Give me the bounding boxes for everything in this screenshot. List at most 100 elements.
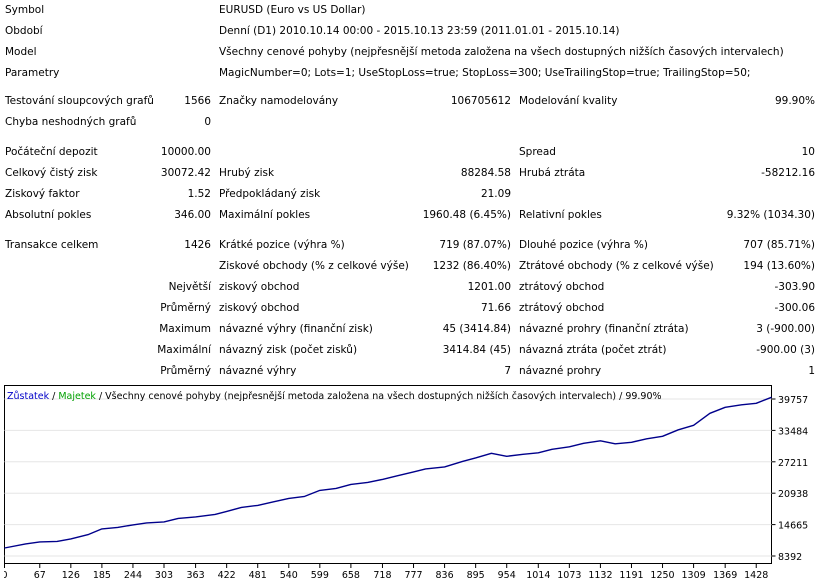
average-profit-value: 71.66 bbox=[480, 302, 511, 314]
period-value: Denní (D1) 2010.10.14 00:00 - 2015.10.13… bbox=[219, 25, 620, 37]
gross-profit-label: Hrubý zisk bbox=[219, 167, 275, 179]
maximal-consecutive-profit-label: návazný zisk (počet zisků) bbox=[219, 344, 358, 356]
x-tick-label: 954 bbox=[498, 570, 516, 581]
total-trades-value: 1426 bbox=[184, 239, 211, 251]
ticks-value: 106705612 bbox=[450, 95, 511, 107]
legend-equity: Majetek bbox=[58, 391, 96, 402]
x-tick-label: 1369 bbox=[713, 570, 737, 581]
largest-loss-label: ztrátový obchod bbox=[519, 281, 605, 293]
expected-payoff-label: Předpokládaný zisk bbox=[219, 188, 321, 200]
period-row: Období Denní (D1) 2010.10.14 00:00 - 201… bbox=[0, 21, 822, 42]
x-tick-label: 1428 bbox=[744, 570, 768, 581]
x-tick-label: 1132 bbox=[588, 570, 612, 581]
x-tick-label: 777 bbox=[404, 570, 422, 581]
x-tick-label: 244 bbox=[124, 570, 142, 581]
profit-trades-label: Ziskové obchody (% z celkové výše) bbox=[219, 260, 409, 272]
x-tick-label: 1250 bbox=[650, 570, 674, 581]
quality-label: Modelování kvality bbox=[519, 95, 618, 107]
x-tick-label: 718 bbox=[373, 570, 391, 581]
short-positions-value: 719 (87.07%) bbox=[439, 239, 511, 251]
x-tick-label: 1309 bbox=[681, 570, 705, 581]
legend-separator: / bbox=[49, 391, 58, 402]
x-tick-label: 185 bbox=[93, 570, 111, 581]
maximal-label: Maximální bbox=[157, 344, 211, 356]
relative-drawdown-value: 9.32% (1034.30) bbox=[726, 209, 815, 221]
mismatch-label: Chyba neshodných grafů bbox=[5, 116, 137, 128]
quality-value: 99.90% bbox=[774, 95, 815, 107]
x-tick-label: 895 bbox=[467, 570, 485, 581]
largest-row: Největší ziskový obchod 1201.00 ztrátový… bbox=[0, 277, 822, 298]
symbol-label: Symbol bbox=[5, 4, 45, 16]
maximal-consecutive-profit-value: 3414.84 (45) bbox=[442, 344, 511, 356]
x-tick-label: 0 bbox=[4, 570, 8, 581]
deposit-value: 10000.00 bbox=[160, 146, 211, 158]
balance-chart: 39757 33484 27211 20938 14665 8392 0 67 126 185 2… bbox=[4, 385, 818, 584]
maximal-consecutive-loss-value: -900.00 (3) bbox=[756, 344, 815, 356]
loss-trades-value: 194 (13.60%) bbox=[743, 260, 815, 272]
model-label: Model bbox=[5, 46, 37, 58]
x-tick-label: 422 bbox=[218, 570, 236, 581]
gross-profit-value: 88284.58 bbox=[460, 167, 511, 179]
x-tick-label: 658 bbox=[342, 570, 360, 581]
average-profit-label: ziskový obchod bbox=[219, 302, 300, 314]
long-positions-label: Dlouhé pozice (výhra %) bbox=[519, 239, 648, 251]
model-row: Model Všechny cenové pohyby (nejpřesnějš… bbox=[0, 42, 822, 63]
max-consecutive-wins-value: 45 (3414.84) bbox=[442, 323, 511, 335]
drawdown-row: Absolutní pokles 346.00 Maximální pokles… bbox=[0, 205, 822, 226]
bars-tested-value: 1566 bbox=[184, 95, 211, 107]
x-tick-label: 1191 bbox=[619, 570, 643, 581]
trades-row: Transakce celkem 1426 Krátké pozice (výh… bbox=[0, 235, 822, 256]
largest-profit-value: 1201.00 bbox=[467, 281, 511, 293]
deposit-label: Počáteční depozit bbox=[5, 146, 98, 158]
y-tick-label: 8392 bbox=[778, 552, 802, 563]
average-consecutive-wins-value: 7 bbox=[504, 365, 511, 377]
net-profit-value: 30072.42 bbox=[160, 167, 211, 179]
x-tick-label: 599 bbox=[311, 570, 329, 581]
balance-series-line bbox=[4, 396, 772, 549]
deposit-row: Počáteční depozit 10000.00 Spread 10 bbox=[0, 142, 822, 163]
maximum-consecutive-row: Maximum návazné výhry (finanční zisk) 45… bbox=[0, 319, 822, 340]
legend-description: / Všechny cenové pohyby (nejpřesnější me… bbox=[96, 391, 662, 402]
balance-chart-svg: 39757 33484 27211 20938 14665 8392 0 67 126 185 2… bbox=[4, 385, 808, 581]
relative-drawdown-label: Relativní pokles bbox=[519, 209, 602, 221]
gross-loss-value: -58212.16 bbox=[761, 167, 815, 179]
maximal-drawdown-label: Maximální pokles bbox=[219, 209, 311, 221]
x-tick-label: 363 bbox=[187, 570, 205, 581]
x-tick-label: 836 bbox=[436, 570, 454, 581]
average-row: Průměrný ziskový obchod 71.66 ztrátový o… bbox=[0, 298, 822, 319]
plot-frame bbox=[4, 385, 772, 564]
gross-loss-label: Hrubá ztráta bbox=[519, 167, 586, 179]
max-consecutive-losses-label: návazné prohry (finanční ztráta) bbox=[519, 323, 689, 335]
bars-tested-row: Testování sloupcových grafů 1566 Značky … bbox=[0, 91, 822, 112]
x-tick-label: 303 bbox=[155, 570, 173, 581]
x-tick-label: 67 bbox=[34, 570, 46, 581]
absolute-drawdown-value: 346.00 bbox=[174, 209, 211, 221]
params-row: Parametry MagicNumber=0; Lots=1; UseStop… bbox=[0, 63, 822, 84]
short-positions-label: Krátké pozice (výhra %) bbox=[219, 239, 345, 251]
maximal-consecutive-row: Maximální návazný zisk (počet zisků) 341… bbox=[0, 340, 822, 361]
legend-balance: Zůstatek bbox=[7, 391, 50, 402]
x-tick-label: 126 bbox=[62, 570, 80, 581]
long-positions-value: 707 (85.71%) bbox=[743, 239, 815, 251]
mismatch-value: 0 bbox=[204, 116, 211, 128]
expected-payoff-value: 21.09 bbox=[480, 188, 511, 200]
profit-factor-label: Ziskový faktor bbox=[5, 188, 80, 200]
profit-factor-row: Ziskový faktor 1.52 Předpokládaný zisk 2… bbox=[0, 184, 822, 205]
average-consecutive-label: Průměrný bbox=[160, 365, 211, 377]
absolute-drawdown-label: Absolutní pokles bbox=[5, 209, 92, 221]
profit-loss-trades-row: Ziskové obchody (% z celkové výše) 1232 … bbox=[0, 256, 822, 277]
x-tick-label: 540 bbox=[280, 570, 298, 581]
net-profit-row: Celkový čistý zisk 30072.42 Hrubý zisk 8… bbox=[0, 163, 822, 184]
y-tick-label: 14665 bbox=[778, 521, 808, 532]
loss-trades-label: Ztrátové obchody (% z celkové výše) bbox=[519, 260, 714, 272]
y-tick-label: 33484 bbox=[778, 426, 808, 437]
chart-legend: Zůstatek / Majetek / Všechny cenové pohy… bbox=[7, 391, 662, 402]
max-consecutive-losses-value: 3 (-900.00) bbox=[756, 323, 815, 335]
x-tick-label: 1073 bbox=[557, 570, 581, 581]
y-tick-label: 27211 bbox=[778, 458, 808, 469]
maximal-consecutive-loss-label: návazná ztráta (počet ztrát) bbox=[519, 344, 667, 356]
max-consecutive-wins-label: návazné výhry (finanční zisk) bbox=[219, 323, 373, 335]
average-label: Průměrný bbox=[160, 302, 211, 314]
average-loss-label: ztrátový obchod bbox=[519, 302, 605, 314]
total-trades-label: Transakce celkem bbox=[5, 239, 99, 251]
